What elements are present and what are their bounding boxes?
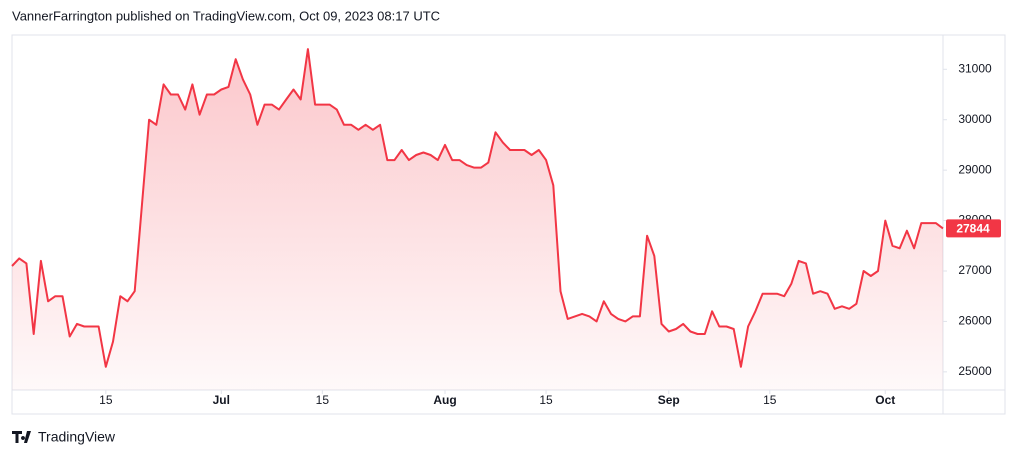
x-tick-label: Jul [213, 393, 230, 407]
y-tick-label: 31000 [958, 61, 992, 75]
y-tick-label: 29000 [958, 162, 992, 176]
last-price-tag [946, 219, 1001, 238]
x-tick-label: Oct [875, 393, 895, 407]
y-tick-label: 27000 [958, 263, 992, 277]
logo: TradingView [12, 429, 116, 445]
logo-text: TradingView [38, 429, 116, 445]
x-tick-label: 15 [539, 393, 553, 407]
y-tick-label: 25000 [958, 364, 992, 378]
area-fill [12, 49, 943, 390]
frame [11, 34, 1006, 415]
x-tick-label: Sep [658, 393, 680, 407]
price-line [11, 48, 944, 368]
y-tick-label: 30000 [958, 112, 992, 126]
last-price-label: 27844 [956, 222, 990, 236]
x-tick-label: 15 [99, 393, 113, 407]
x-tick-label: Aug [433, 393, 456, 407]
y-tick-label: 26000 [958, 314, 992, 328]
x-tick-label: 15 [763, 393, 777, 407]
header: VannerFarrington published on TradingVie… [12, 8, 440, 23]
x-tick-label: 15 [316, 393, 330, 407]
